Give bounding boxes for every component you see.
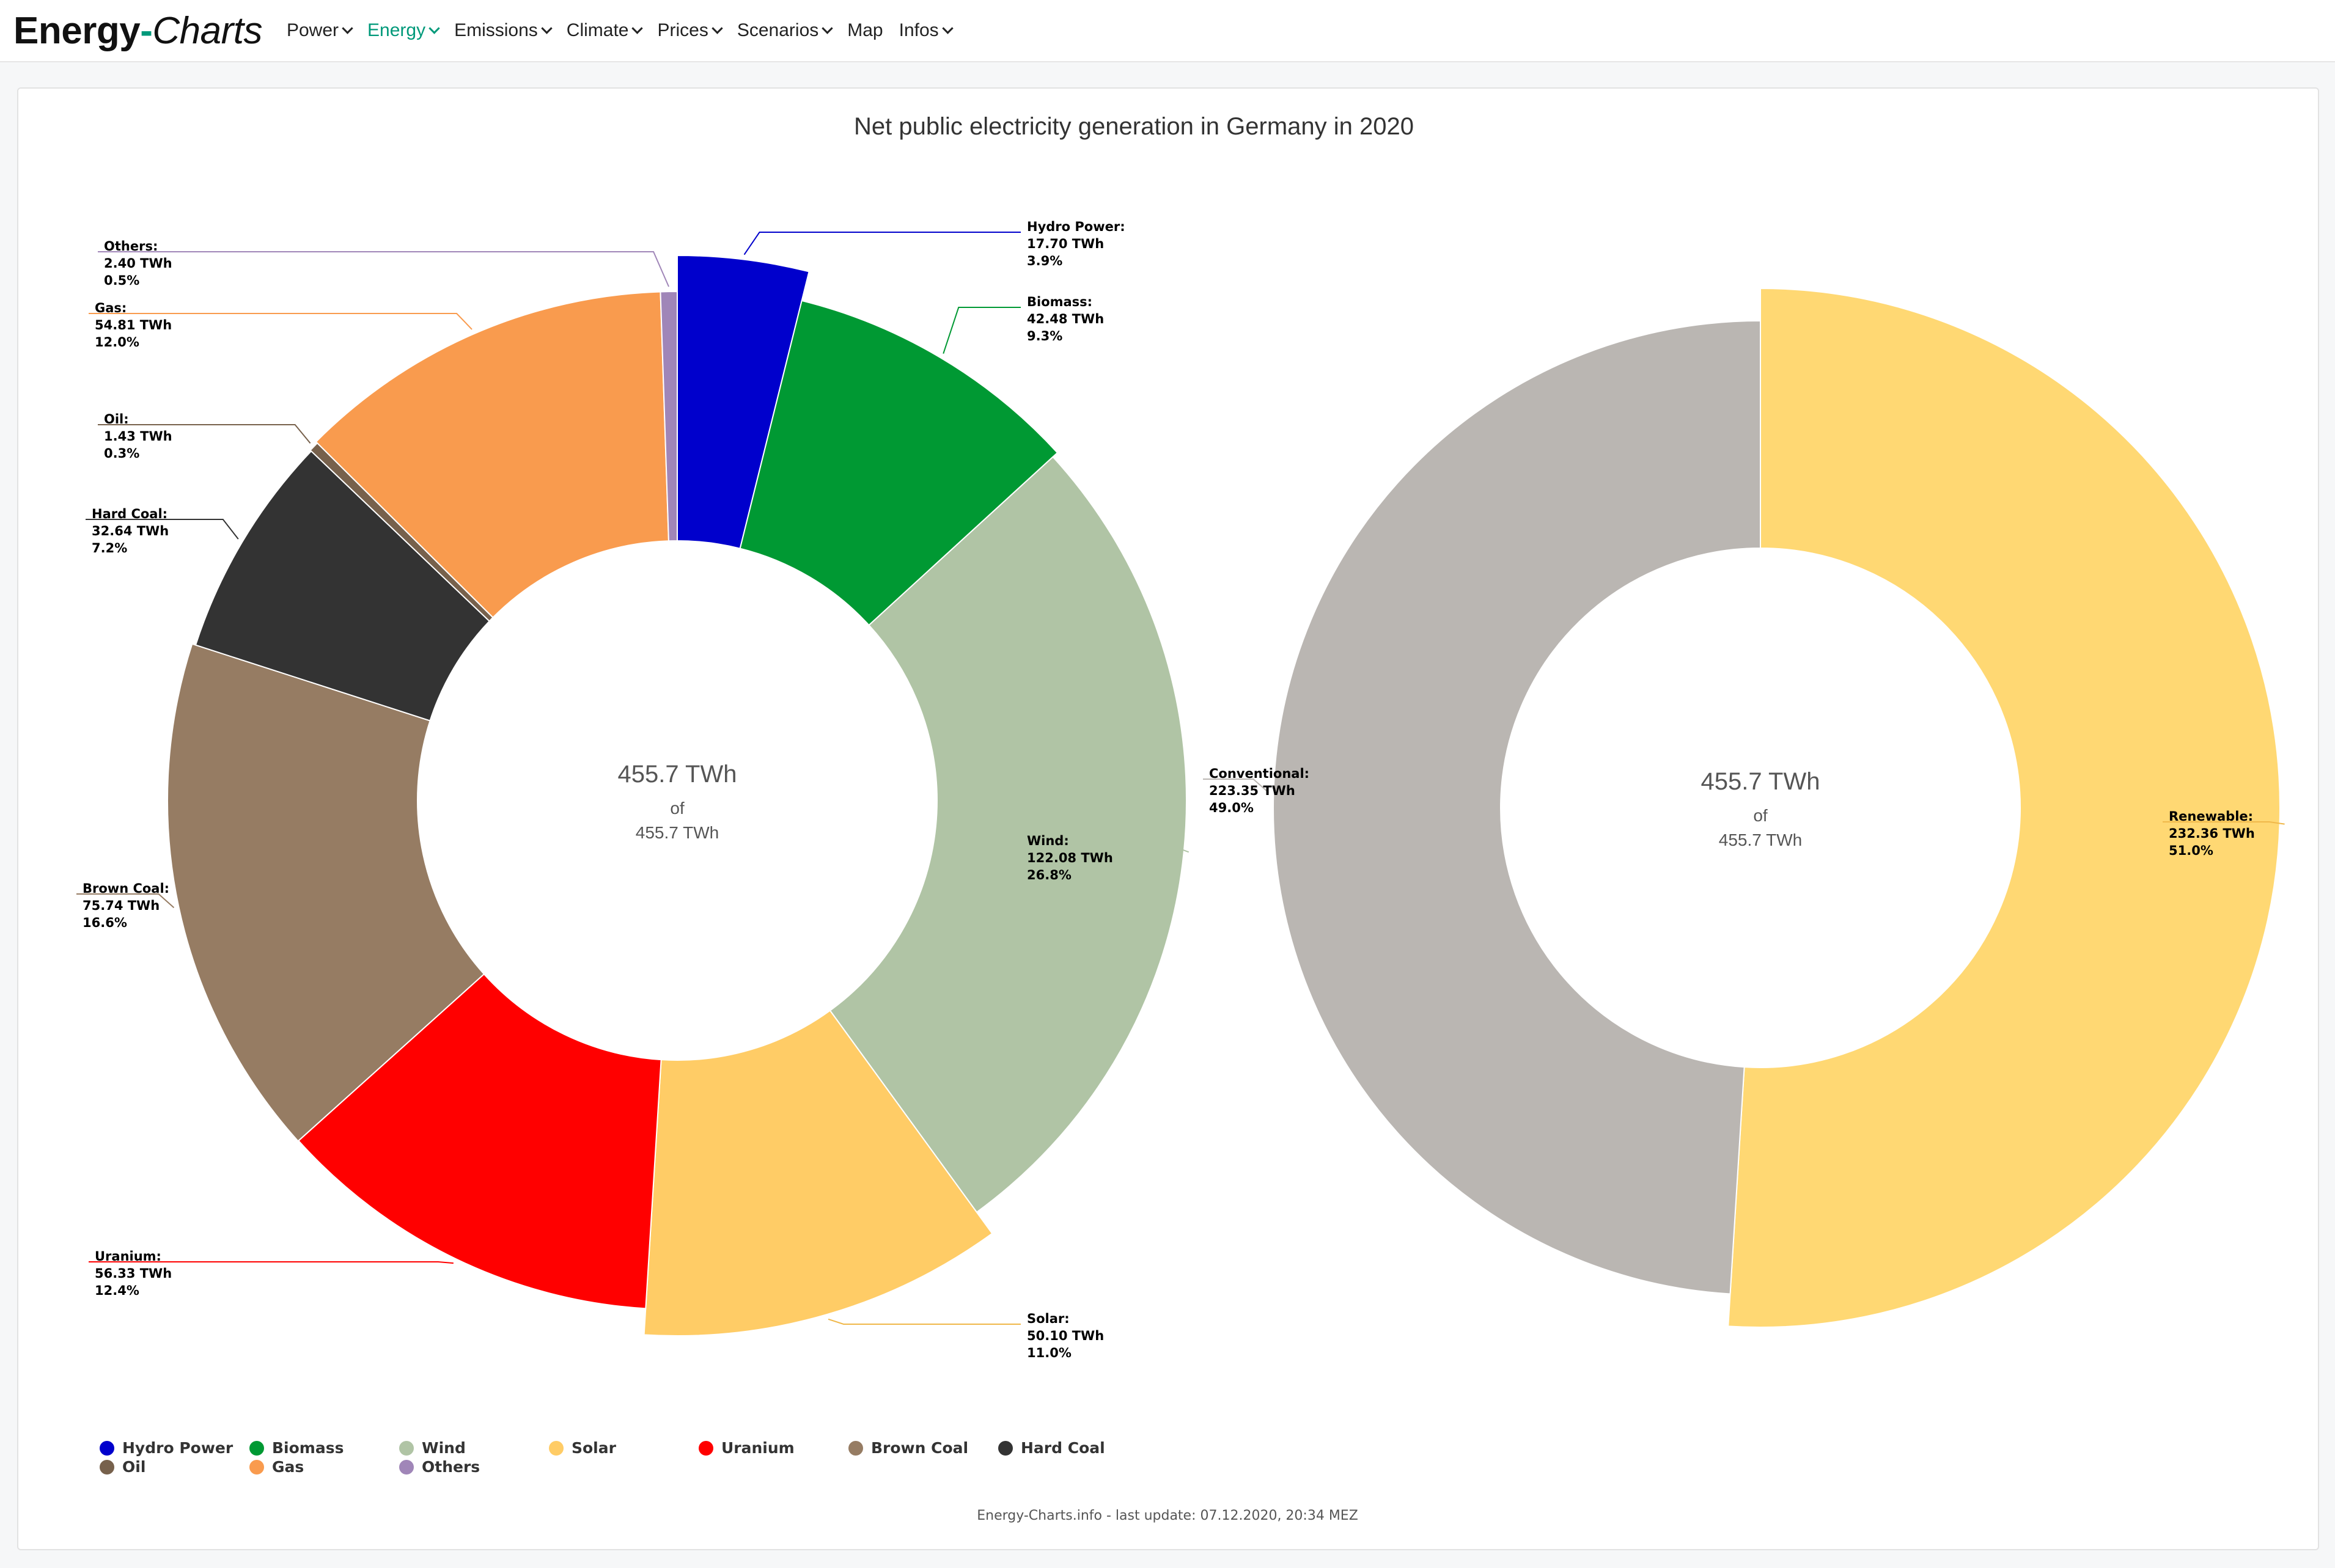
brand-dash: - — [140, 9, 153, 52]
nav-item-prices[interactable]: Prices — [657, 20, 723, 41]
pie-slice-solar[interactable] — [643, 1009, 993, 1336]
legend-label: Biomass — [272, 1439, 344, 1457]
data-label-others: Others: 2.40 TWh 0.5% — [104, 239, 172, 288]
legend-label: Oil — [122, 1458, 145, 1476]
leader-line — [89, 313, 473, 330]
main-nav: Power Energy Emissions Climate Prices Sc… — [287, 20, 968, 41]
chevron-down-icon — [631, 22, 644, 34]
leader-line — [1021, 846, 1190, 853]
data-label-conventional: Conventional: 223.35 TWh 49.0% — [1209, 766, 1309, 815]
legend-label: Solar — [572, 1439, 617, 1457]
chart-svg: Net public electricity generation in Ger… — [76, 113, 2285, 1523]
leader-line — [98, 424, 311, 444]
nav-item-power[interactable]: Power — [287, 20, 353, 41]
nav-item-scenarios[interactable]: Scenarios — [737, 20, 833, 41]
chart-title: Net public electricity generation in Ger… — [854, 113, 1414, 140]
legend-item-uranium[interactable]: Uranium — [699, 1439, 795, 1457]
leader-line — [86, 519, 239, 540]
legend-item-hard-coal[interactable]: Hard Coal — [998, 1439, 1105, 1457]
pie-slice-conventional[interactable] — [1273, 320, 1761, 1295]
pie-slice-renewable[interactable] — [1727, 287, 2281, 1328]
legend-item-solar[interactable]: Solar — [549, 1439, 617, 1457]
chevron-down-icon — [712, 22, 723, 34]
leader-line — [76, 893, 175, 909]
brand-part2: Charts — [152, 9, 262, 52]
leader-line — [1203, 779, 1270, 793]
legend-label: Gas — [272, 1458, 304, 1476]
center-of: of — [1753, 806, 1768, 825]
legend-item-hydro-power[interactable]: Hydro Power — [100, 1439, 234, 1457]
pie-slice-uranium[interactable] — [297, 973, 662, 1310]
chevron-down-icon — [822, 22, 833, 34]
pie-slice-brown-coal[interactable] — [167, 643, 485, 1142]
nav-item-energy[interactable]: Energy — [367, 20, 440, 41]
data-label-hard-coal: Hard Coal: 32.64 TWh 7.2% — [92, 507, 169, 555]
chevron-down-icon — [541, 22, 553, 34]
center-value: 455.7 TWh — [618, 761, 737, 788]
data-label-uranium: Uranium: 56.33 TWh 12.4% — [95, 1249, 172, 1298]
legend-marker — [399, 1460, 414, 1475]
leader-line — [743, 232, 1021, 255]
data-label-gas: Gas: 54.81 TWh 12.0% — [95, 301, 172, 350]
legend-label: Hard Coal — [1021, 1439, 1105, 1457]
legend-label: Hydro Power — [122, 1439, 234, 1457]
data-label-solar: Solar: 50.10 TWh 11.0% — [1027, 1311, 1104, 1360]
data-label-hydro-power: Hydro Power: 17.70 TWh 3.9% — [1027, 219, 1125, 268]
data-label-biomass: Biomass: 42.48 TWh 9.3% — [1027, 295, 1104, 343]
legend-marker — [998, 1441, 1013, 1456]
chevron-down-icon — [342, 22, 353, 34]
chevron-down-icon — [428, 22, 440, 34]
data-label-brown-coal: Brown Coal: 75.74 TWh 16.6% — [83, 881, 169, 930]
data-label-oil: Oil: 1.43 TWh 0.3% — [104, 412, 172, 461]
legend-marker — [100, 1441, 114, 1456]
brand-logo[interactable]: Energy - Charts — [13, 9, 262, 53]
leader-line — [89, 1261, 454, 1264]
legend-label: Uranium — [721, 1439, 795, 1457]
leader-line — [828, 1318, 1021, 1325]
legend-marker — [848, 1441, 863, 1456]
legend-marker — [399, 1441, 414, 1456]
legend-item-brown-coal[interactable]: Brown Coal — [848, 1439, 968, 1457]
leader-line — [2163, 821, 2285, 825]
nav-item-emissions[interactable]: Emissions — [454, 20, 553, 41]
center-total: 455.7 TWh — [1719, 830, 1802, 849]
nav-item-map[interactable]: Map — [847, 20, 883, 40]
legend-label: Wind — [422, 1439, 466, 1457]
leader-line — [98, 251, 670, 287]
legend-item-oil[interactable]: Oil — [100, 1458, 145, 1476]
center-value: 455.7 TWh — [1701, 768, 1820, 795]
center-total: 455.7 TWh — [636, 823, 719, 842]
pie-chart-sources: Hydro Power: 17.70 TWh 3.9% Biomass: 42.48 T… — [76, 219, 1190, 1360]
navbar: Energy - Charts Power Energy Emissions Cli… — [0, 0, 2335, 62]
chevron-down-icon — [941, 22, 954, 34]
chart-footer: Energy-Charts.info - last update: 07.12.… — [977, 1508, 1358, 1523]
brand-part1: Energy — [13, 9, 141, 52]
legend-marker — [699, 1441, 713, 1456]
center-of: of — [670, 799, 685, 818]
pie-slice-biomass[interactable] — [739, 299, 1059, 626]
legend-marker — [249, 1460, 264, 1475]
pie-slice-wind[interactable] — [829, 456, 1187, 1214]
nav-item-climate[interactable]: Climate — [567, 20, 644, 41]
legend-marker — [249, 1441, 264, 1456]
legend-item-biomass[interactable]: Biomass — [249, 1439, 344, 1457]
legend-item-others[interactable]: Others — [399, 1458, 480, 1476]
legend-label: Others — [422, 1458, 480, 1476]
legend: Hydro Power Biomass Wind Solar Uranium Brown … — [100, 1439, 1105, 1476]
pie-slice-hydro-power[interactable] — [677, 254, 810, 549]
legend-label: Brown Coal — [871, 1439, 968, 1457]
pie-slice-gas[interactable] — [315, 291, 669, 618]
pie-slice-others[interactable] — [660, 290, 678, 542]
legend-marker — [549, 1441, 564, 1456]
leader-line — [943, 307, 1021, 354]
nav-item-infos[interactable]: Infos — [899, 20, 954, 41]
chart-card: Net public electricity generation in Ger… — [17, 87, 2319, 1550]
legend-item-gas[interactable]: Gas — [249, 1458, 304, 1476]
pie-chart-renewable-conventional: Renewable: 232.36 TWh 51.0% Conventional: 22… — [1203, 287, 2285, 1328]
legend-marker — [100, 1460, 114, 1475]
data-label-renewable: Renewable: 232.36 TWh 51.0% — [2169, 809, 2255, 858]
legend-item-wind[interactable]: Wind — [399, 1439, 466, 1457]
data-label-wind: Wind: 122.08 TWh 26.8% — [1027, 833, 1113, 882]
